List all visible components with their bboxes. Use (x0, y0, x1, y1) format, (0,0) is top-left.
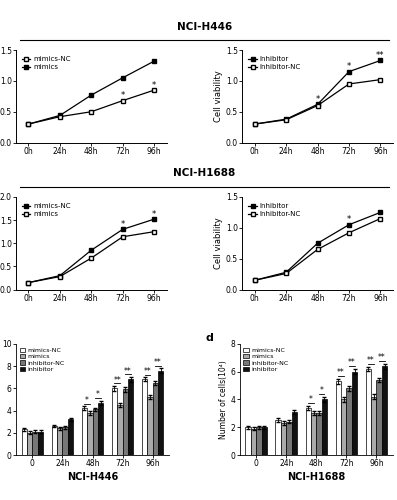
Bar (281, 423, 286, 455)
Y-axis label: Cell viability: Cell viability (214, 70, 223, 122)
X-axis label: NCI-H446: NCI-H446 (67, 472, 118, 482)
Bar (376, 380, 382, 455)
Text: *: * (347, 215, 351, 224)
Bar (158, 370, 164, 455)
Legend: mimics-NC, mimics: mimics-NC, mimics (19, 200, 73, 220)
Bar (112, 388, 117, 455)
Bar (335, 382, 341, 455)
Bar (57, 428, 62, 455)
Legend: mimics-NC, mimics, inhibitor-NC, inhibitor: mimics-NC, mimics, inhibitor-NC, inhibit… (243, 347, 289, 372)
Text: *: * (316, 95, 320, 104)
Bar (306, 408, 311, 455)
Text: NCI-H446: NCI-H446 (177, 22, 232, 32)
Bar (33, 432, 38, 455)
Text: d: d (206, 333, 214, 343)
Legend: mimics-NC, mimics, inhibitor-NC, inhibitor: mimics-NC, mimics, inhibitor-NC, inhibit… (19, 347, 66, 372)
Text: *: * (152, 80, 156, 90)
Bar (117, 405, 123, 455)
Bar (21, 430, 27, 455)
Text: *: * (85, 396, 89, 405)
Bar (142, 380, 147, 455)
Text: **: ** (337, 368, 345, 377)
Text: *: * (320, 386, 324, 396)
Bar (292, 412, 297, 455)
Text: **: ** (367, 356, 375, 365)
Bar (286, 422, 292, 455)
Text: **: ** (124, 366, 132, 376)
Bar (153, 383, 158, 455)
Text: **: ** (143, 367, 151, 376)
Text: *: * (96, 390, 100, 399)
Text: **: ** (113, 376, 121, 384)
Bar (316, 414, 322, 455)
Bar (82, 408, 87, 455)
Bar (366, 369, 371, 455)
Bar (68, 420, 73, 455)
Bar (382, 366, 387, 455)
Bar (322, 400, 327, 455)
Y-axis label: Number of cells(10⁴): Number of cells(10⁴) (219, 360, 228, 439)
Legend: Inhibitor, Inhibitor-NC: Inhibitor, Inhibitor-NC (246, 54, 304, 73)
Text: *: * (121, 220, 125, 230)
Bar (352, 372, 357, 455)
Bar (311, 414, 316, 455)
Text: **: ** (378, 353, 386, 362)
Bar (128, 380, 133, 455)
Legend: Inhibitor, Inhibitor-NC: Inhibitor, Inhibitor-NC (246, 200, 304, 220)
Legend: mimics-NC, mimics: mimics-NC, mimics (19, 54, 73, 73)
Bar (245, 427, 251, 455)
Text: *: * (121, 91, 125, 100)
Text: *: * (152, 210, 156, 220)
Bar (87, 413, 93, 455)
Y-axis label: Cell viability: Cell viability (214, 218, 223, 269)
Text: **: ** (376, 51, 385, 60)
Bar (27, 433, 33, 455)
Bar (371, 396, 376, 455)
Text: *: * (309, 395, 313, 404)
Bar (276, 420, 281, 455)
Text: **: ** (348, 358, 356, 368)
Bar (256, 427, 262, 455)
Bar (147, 397, 153, 455)
Bar (98, 403, 103, 455)
Bar (52, 426, 57, 455)
Bar (62, 427, 68, 455)
Bar (93, 410, 98, 455)
Bar (38, 432, 43, 455)
Bar (251, 428, 256, 455)
Bar (341, 400, 347, 455)
Bar (123, 390, 128, 455)
Text: NCI-H1688: NCI-H1688 (173, 168, 235, 178)
Bar (347, 388, 352, 455)
Bar (262, 427, 267, 455)
X-axis label: NCI-H1688: NCI-H1688 (287, 472, 345, 482)
Text: *: * (347, 62, 351, 71)
Text: **: ** (154, 358, 162, 367)
